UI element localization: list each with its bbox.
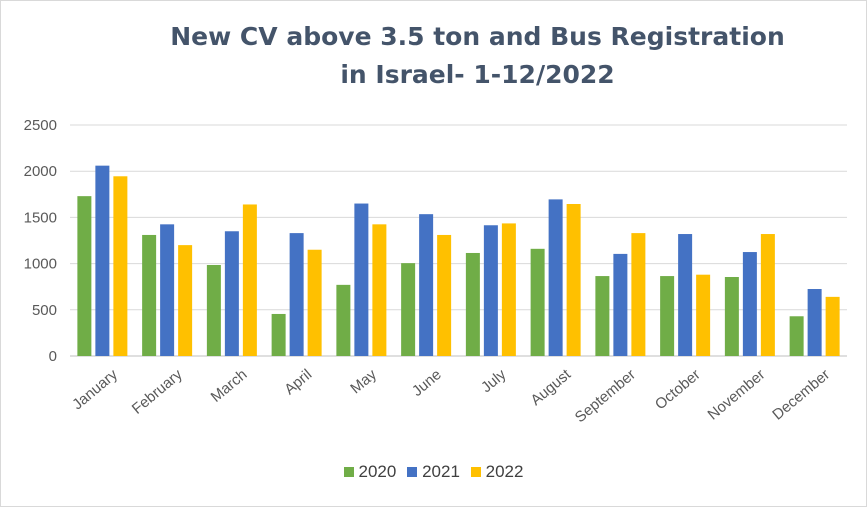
- bar-2021-june: [419, 214, 434, 356]
- legend-swatch-2022: [470, 467, 481, 477]
- bar-2021-april: [289, 233, 304, 356]
- chart-title-line-2: in Israel- 1-12/2022: [340, 60, 615, 89]
- bar-2021-february: [160, 224, 175, 356]
- bar-2022-march: [242, 204, 257, 356]
- y-tick-label: 1500: [24, 209, 57, 226]
- bar-2020-january: [77, 196, 92, 356]
- bar-2022-january: [113, 176, 128, 356]
- bars: [77, 165, 840, 356]
- bar-2022-october: [696, 274, 711, 356]
- x-tick-label: June: [409, 366, 445, 400]
- legend: 2020 2021 2022: [0, 462, 867, 482]
- bar-2021-may: [354, 203, 369, 356]
- x-tick-label: May: [347, 366, 380, 398]
- bar-2020-may: [336, 284, 351, 356]
- x-tick-label: August: [527, 366, 574, 410]
- bar-2021-january: [95, 165, 110, 356]
- y-tick-label: 1000: [24, 256, 57, 273]
- legend-swatch-2021: [407, 467, 418, 477]
- bar-2022-may: [372, 224, 387, 356]
- bar-2021-september: [613, 253, 628, 356]
- x-tick-label: November: [705, 366, 769, 424]
- legend-label-2020: 2020: [358, 462, 397, 481]
- gridlines: [70, 124, 847, 357]
- bar-2020-september: [595, 276, 610, 356]
- bar-2020-november: [724, 276, 739, 356]
- bar-2022-november: [760, 234, 775, 356]
- x-tick-label: September: [572, 366, 639, 426]
- x-tick-label: February: [129, 366, 186, 418]
- bar-2022-september: [631, 233, 646, 356]
- bar-2021-november: [742, 252, 757, 356]
- x-tick-label: January: [69, 366, 121, 414]
- bar-2021-july: [483, 225, 498, 356]
- legend-label-2022: 2022: [485, 462, 524, 481]
- y-tick-label: 2000: [24, 163, 57, 180]
- bar-2020-june: [401, 263, 416, 356]
- bar-2022-december: [825, 296, 840, 356]
- bar-2021-march: [224, 231, 239, 356]
- bar-2020-july: [465, 252, 480, 356]
- y-tick-label: 500: [32, 302, 57, 319]
- x-tick-label: December: [769, 366, 833, 424]
- bar-2022-august: [566, 204, 581, 356]
- bar-2021-october: [678, 234, 693, 356]
- bar-2021-august: [548, 199, 563, 356]
- x-tick-label: October: [652, 366, 704, 413]
- bar-2020-august: [530, 248, 545, 356]
- bar-2020-april: [271, 313, 286, 356]
- bar-2020-october: [660, 276, 675, 356]
- x-tick-label: April: [281, 366, 315, 398]
- x-tick-label: March: [208, 366, 251, 406]
- y-axis: 0 500 1000 1500 2000 2500: [24, 117, 57, 365]
- legend-swatch-2020: [343, 467, 354, 477]
- legend-label-2021: 2021: [422, 462, 460, 481]
- bar-2020-february: [142, 234, 157, 356]
- y-tick-label: 0: [49, 348, 57, 365]
- x-tick-label: July: [478, 366, 510, 396]
- legend-item-2020: 2020: [343, 462, 397, 482]
- bar-2020-march: [206, 264, 221, 356]
- bar-2021-december: [807, 289, 822, 356]
- bar-2022-february: [178, 245, 193, 356]
- y-tick-label: 2500: [24, 117, 57, 134]
- chart-title-line-1: New CV above 3.5 ton and Bus Registratio…: [170, 22, 785, 51]
- bar-2022-june: [437, 234, 452, 356]
- bar-2022-july: [501, 223, 516, 356]
- chart-title: New CV above 3.5 ton and Bus Registratio…: [0, 18, 867, 94]
- bar-2022-april: [307, 249, 322, 356]
- legend-item-2021: 2021: [407, 462, 460, 482]
- legend-item-2022: 2022: [470, 462, 524, 482]
- bar-2020-december: [789, 316, 804, 356]
- x-axis: January February March April May June July Augu…: [69, 366, 833, 427]
